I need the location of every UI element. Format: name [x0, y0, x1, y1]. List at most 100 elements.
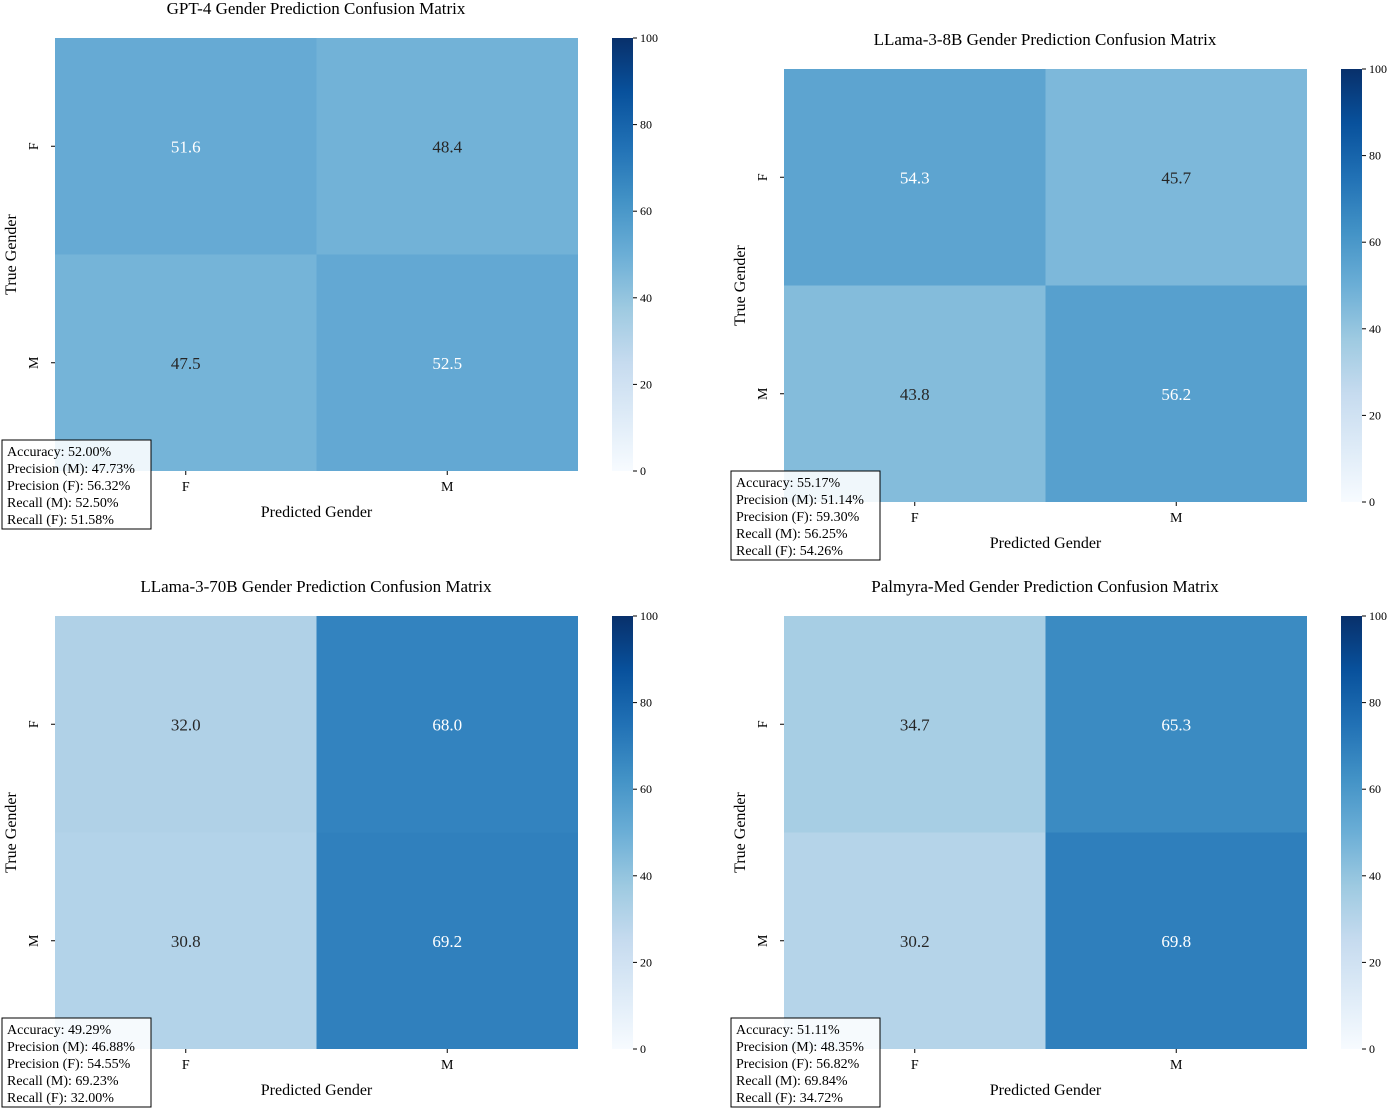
- colorbar-tick-label: 100: [1369, 62, 1387, 76]
- metrics-line: Precision (F): 59.30%: [736, 510, 860, 525]
- colorbar-tick-label: 20: [640, 955, 652, 969]
- x-axis-label: Predicted Gender: [990, 1082, 1102, 1099]
- metrics-line: Accuracy: 51.11%: [736, 1023, 840, 1038]
- metrics-line: Recall (M): 69.23%: [7, 1074, 119, 1089]
- colorbar-tick-label: 40: [1369, 869, 1381, 883]
- y-tick-label: M: [27, 934, 42, 947]
- heatmap-cell: [316, 38, 578, 255]
- metrics-line: Precision (M): 47.73%: [7, 462, 135, 477]
- colorbar-tick-label: 80: [1369, 149, 1381, 163]
- colorbar: [612, 38, 633, 471]
- heatmap-cell: [1045, 69, 1307, 286]
- x-axis-label: Predicted Gender: [990, 535, 1102, 552]
- heatmap-panel: Palmyra-Med Gender Prediction Confusion …: [730, 577, 1387, 1108]
- heatmap-cell: [316, 616, 578, 833]
- x-tick-label: F: [911, 511, 919, 526]
- metrics-line: Precision (F): 56.32%: [7, 479, 131, 494]
- x-axis-label: Predicted Gender: [261, 504, 373, 521]
- metrics-line: Accuracy: 55.17%: [736, 476, 841, 491]
- heatmap-panel: LLama-3-8B Gender Prediction Confusion M…: [730, 30, 1387, 561]
- cell-value-label: 45.7: [1161, 168, 1191, 187]
- cell-value-label: 43.8: [900, 385, 930, 404]
- heatmap-cell: [55, 832, 317, 1049]
- cell-value-label: 65.3: [1161, 715, 1191, 734]
- y-axis-label: True Gender: [3, 213, 20, 294]
- colorbar-tick-label: 80: [640, 696, 652, 710]
- colorbar-tick-label: 60: [1369, 782, 1381, 796]
- y-axis-label: True Gender: [732, 791, 749, 872]
- cell-value-label: 32.0: [171, 715, 201, 734]
- cell-value-label: 54.3: [900, 168, 930, 187]
- cell-value-label: 48.4: [432, 137, 462, 156]
- heatmap-cell: [784, 69, 1046, 286]
- colorbar-tick-label: 40: [640, 291, 652, 305]
- colorbar-tick-label: 100: [1369, 609, 1387, 623]
- colorbar-tick-label: 80: [1369, 696, 1381, 710]
- cell-value-label: 52.5: [432, 354, 462, 373]
- y-axis-label: True Gender: [3, 791, 20, 872]
- colorbar-tick-label: 20: [1369, 408, 1381, 422]
- colorbar-tick-label: 0: [640, 1042, 646, 1056]
- metrics-box: [1, 1017, 152, 1108]
- heatmap-cell: [316, 832, 578, 1049]
- metrics-line: Accuracy: 49.29%: [7, 1023, 112, 1038]
- heatmap-cell: [316, 254, 578, 471]
- colorbar-tick-label: 20: [640, 377, 652, 391]
- colorbar-tick-label: 60: [1369, 235, 1381, 249]
- colorbar-tick-label: 40: [1369, 322, 1381, 336]
- cell-value-label: 30.8: [171, 932, 201, 951]
- heatmap-cell: [784, 285, 1046, 502]
- metrics-line: Precision (M): 46.88%: [7, 1040, 135, 1055]
- x-tick-label: F: [911, 1058, 919, 1073]
- heatmap-cell: [784, 832, 1046, 1049]
- y-tick-label: M: [756, 934, 771, 947]
- heatmap-panel: LLama-3-70B Gender Prediction Confusion …: [1, 577, 658, 1108]
- colorbar-tick-label: 80: [640, 118, 652, 132]
- metrics-line: Recall (M): 52.50%: [7, 496, 119, 511]
- colorbar-tick-label: 100: [640, 609, 658, 623]
- y-tick-label: F: [756, 173, 771, 181]
- y-tick-label: M: [756, 387, 771, 400]
- colorbar: [1341, 69, 1362, 502]
- heatmap-cell: [55, 616, 317, 833]
- heatmap-panel: GPT-4 Gender Prediction Confusion Matrix…: [1, 0, 658, 530]
- cell-value-label: 69.2: [432, 932, 462, 951]
- colorbar: [612, 616, 633, 1049]
- heatmap-cell: [784, 616, 1046, 833]
- heatmap-cell: [1045, 832, 1307, 1049]
- cell-value-label: 47.5: [171, 354, 201, 373]
- chart-title: LLama-3-70B Gender Prediction Confusion …: [140, 577, 492, 596]
- heatmap-cell: [1045, 616, 1307, 833]
- colorbar-tick-label: 60: [640, 782, 652, 796]
- x-tick-label: F: [182, 1058, 190, 1073]
- colorbar-tick-label: 100: [640, 31, 658, 45]
- metrics-line: Recall (F): 32.00%: [7, 1091, 114, 1106]
- metrics-line: Recall (F): 34.72%: [736, 1091, 843, 1106]
- metrics-line: Recall (M): 69.84%: [736, 1074, 848, 1089]
- chart-title: GPT-4 Gender Prediction Confusion Matrix: [167, 0, 466, 18]
- metrics-box: [1, 439, 152, 530]
- colorbar-tick-label: 0: [1369, 495, 1375, 509]
- cell-value-label: 69.8: [1161, 932, 1191, 951]
- x-tick-label: M: [441, 1058, 454, 1073]
- metrics-line: Recall (M): 56.25%: [736, 527, 848, 542]
- cell-value-label: 34.7: [900, 715, 930, 734]
- cell-value-label: 68.0: [432, 715, 462, 734]
- x-tick-label: M: [441, 480, 454, 495]
- metrics-line: Precision (M): 48.35%: [736, 1040, 864, 1055]
- colorbar-tick-label: 0: [640, 464, 646, 478]
- y-tick-label: F: [756, 720, 771, 728]
- x-tick-label: M: [1170, 1058, 1183, 1073]
- metrics-line: Recall (F): 54.26%: [736, 544, 843, 559]
- metrics-box: [730, 1017, 881, 1108]
- cell-value-label: 51.6: [171, 137, 201, 156]
- x-axis-label: Predicted Gender: [261, 1082, 373, 1099]
- y-axis-label: True Gender: [732, 244, 749, 325]
- y-tick-label: F: [27, 142, 42, 150]
- x-tick-label: M: [1170, 511, 1183, 526]
- metrics-line: Precision (M): 51.14%: [736, 493, 864, 508]
- metrics-line: Precision (F): 54.55%: [7, 1057, 131, 1072]
- heatmap-cell: [55, 38, 317, 255]
- chart-title: LLama-3-8B Gender Prediction Confusion M…: [874, 30, 1217, 49]
